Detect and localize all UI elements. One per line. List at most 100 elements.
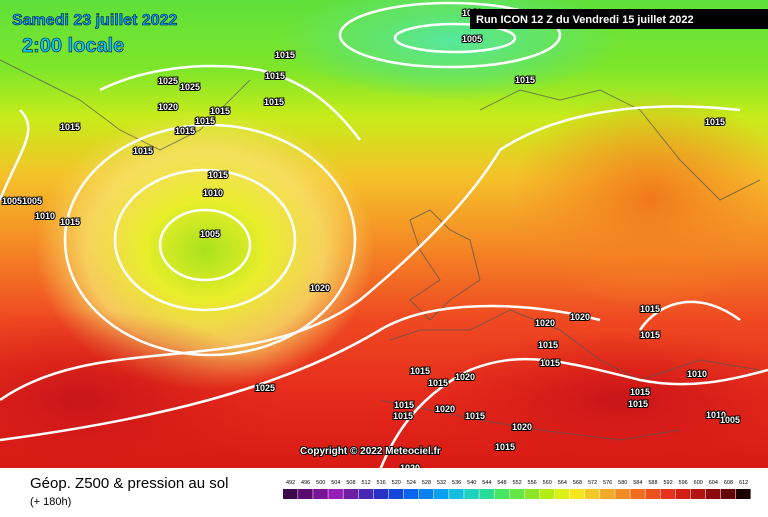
scale-label: 528 [422, 480, 431, 486]
forecast-date: Samedi 23 juillet 2022 [12, 12, 178, 29]
scale-label: 568 [573, 480, 582, 486]
scale-label: 548 [497, 480, 506, 486]
scale-swatch [328, 489, 343, 499]
scale-label: 540 [467, 480, 476, 486]
scale-swatch [630, 489, 645, 499]
isobar-label: 1020 [310, 283, 330, 293]
legend-title: Géop. Z500 & pression au sol [30, 475, 228, 492]
scale-swatch [358, 489, 374, 499]
scale-label: 592 [663, 480, 672, 486]
scale-label: 496 [301, 480, 310, 486]
legend-subtitle: (+ 180h) [30, 496, 71, 508]
scale-label: 576 [603, 480, 612, 486]
scale-label: 604 [709, 480, 718, 486]
scale-label: 504 [331, 480, 340, 486]
isobar-label: 1015 [133, 146, 153, 156]
isobar-label: 1015 [495, 442, 515, 452]
scale-swatch [720, 489, 736, 499]
field-blob [420, 330, 768, 470]
scale-swatch [343, 489, 358, 499]
isobar-label: 1015 [628, 399, 648, 409]
scale-swatch [298, 489, 313, 499]
isobar-label: 1015 [640, 304, 660, 314]
isobar-label: 1025 [180, 82, 200, 92]
scale-label: 532 [437, 480, 446, 486]
scale-swatch [705, 489, 721, 499]
scale-swatch [690, 489, 706, 499]
isobar-label: 1015 [265, 71, 285, 81]
scale-swatch [554, 489, 570, 499]
isobar-label: 1015 [410, 366, 430, 376]
scale-label: 552 [512, 480, 521, 486]
isobar-label: 1005 [22, 196, 42, 206]
scale-label: 608 [724, 480, 733, 486]
scale-swatch [675, 489, 691, 499]
scale-label: 572 [588, 480, 597, 486]
isobar-label: 1015 [393, 411, 413, 421]
scale-swatch [388, 489, 404, 499]
isobar-label: 1015 [275, 50, 295, 60]
scale-swatch [660, 489, 676, 499]
scale-swatch [736, 489, 751, 499]
scale-label: 508 [346, 480, 355, 486]
scale-swatch [539, 489, 555, 499]
copyright: Copyright © 2022 Meteociel.fr [300, 446, 441, 457]
scale-swatch [464, 489, 479, 499]
scale-label: 492 [286, 480, 295, 486]
color-scale: 492 496 500 504 508 512 516 520 524 528 532 536 540 5… [283, 480, 751, 499]
scale-swatch [373, 489, 389, 499]
scale-swatch [524, 489, 540, 499]
field-blob [510, 90, 768, 310]
isobar-label: 1020 [570, 312, 590, 322]
isobar-label: 1015 [195, 116, 215, 126]
isobar-label: 1010 [687, 369, 707, 379]
scale-label: 500 [316, 480, 325, 486]
scale-label: 520 [392, 480, 401, 486]
scale-label: 588 [648, 480, 657, 486]
scale-label: 536 [452, 480, 461, 486]
isobar-label: 1015 [515, 75, 535, 85]
isobar-label: 1010 [203, 188, 223, 198]
isobar-label: 1005 [462, 34, 482, 44]
scale-swatch [479, 489, 494, 499]
scale-label: 524 [407, 480, 416, 486]
scale-swatch [615, 489, 630, 499]
scale-label: 612 [739, 480, 748, 486]
scale-swatch [569, 489, 585, 499]
isobar-label: 1015 [60, 217, 80, 227]
scale-label: 564 [558, 480, 567, 486]
scale-swatch [645, 489, 660, 499]
isobar-label: 1015 [640, 330, 660, 340]
isobar-label: 1015 [264, 97, 284, 107]
isobar-label: 1015 [175, 126, 195, 136]
isobar-label: 1015 [465, 411, 485, 421]
scale-swatch [403, 489, 419, 499]
isobar-label: 1015 [705, 117, 725, 127]
isobar-label: 1015 [394, 400, 414, 410]
run-info: Run ICON 12 Z du Vendredi 15 juillet 202… [476, 14, 694, 26]
scale-swatch [313, 489, 328, 499]
isobar-label: 1015 [538, 340, 558, 350]
isobar-label: 1020 [158, 102, 178, 112]
scale-label: 556 [528, 480, 537, 486]
scale-swatch [509, 489, 525, 499]
scale-label: 512 [361, 480, 370, 486]
isobar-label: 1010 [706, 410, 726, 420]
run-banner [470, 9, 768, 29]
scale-label: 600 [694, 480, 703, 486]
scale-swatch [600, 489, 615, 499]
isobars [0, 1, 768, 471]
scale-label: 596 [679, 480, 688, 486]
isobar-label: 1020 [455, 372, 475, 382]
scale-label: 516 [377, 480, 386, 486]
isobar-label: 1015 [630, 387, 650, 397]
scale-swatch [418, 489, 434, 499]
scale-swatch [585, 489, 600, 499]
isobar-label: 1005 [200, 229, 220, 239]
isobar-label: 1015 [428, 378, 448, 388]
scale-swatch [283, 489, 298, 499]
isobar-label: 1015 [60, 122, 80, 132]
scale-label: 584 [633, 480, 642, 486]
